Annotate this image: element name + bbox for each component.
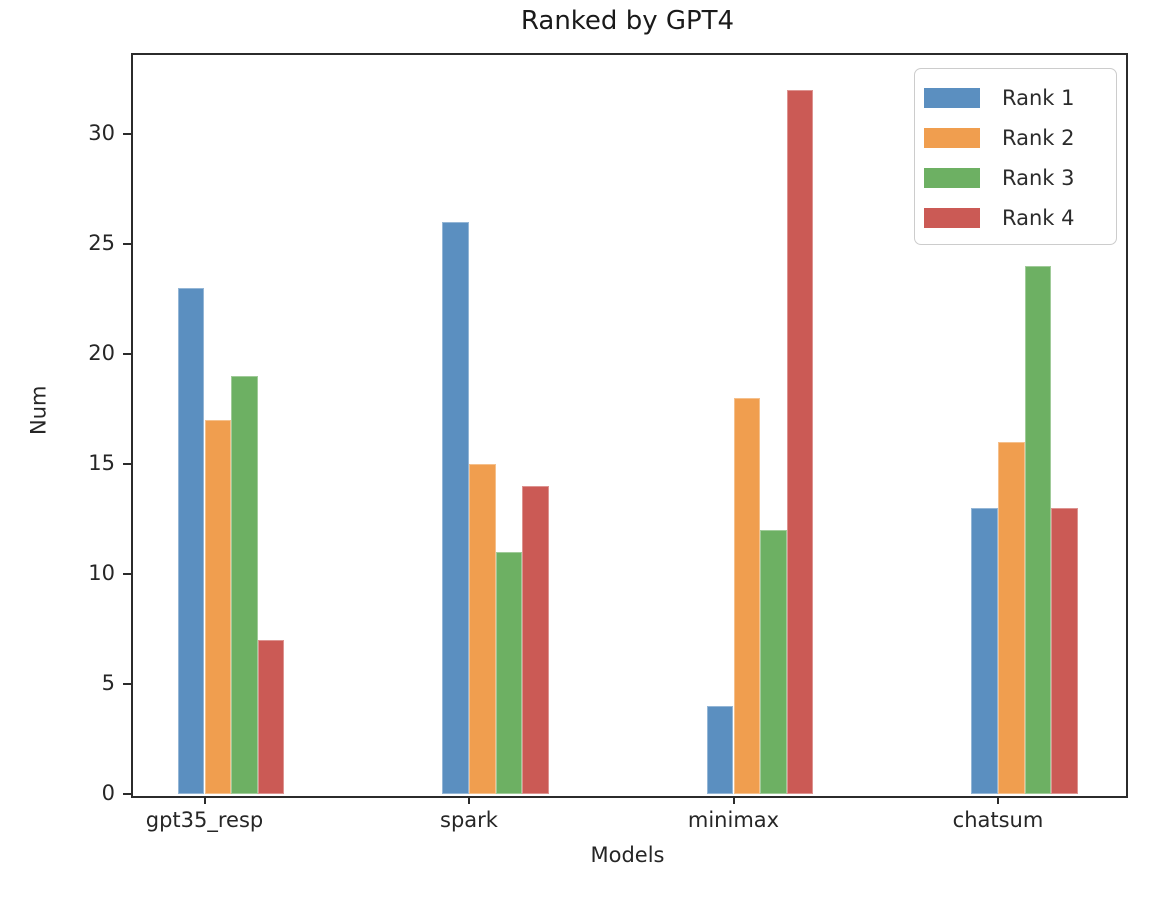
y-tick-mark: [123, 133, 131, 135]
x-tick-mark: [732, 796, 735, 804]
y-tick-label: 30: [88, 121, 115, 145]
legend-label: Rank 1: [1002, 86, 1075, 110]
bar-rank4-gpt35_resp: [257, 640, 285, 794]
y-tick-label: 20: [88, 341, 115, 365]
x-tick-mark: [997, 796, 999, 804]
y-tick-mark: [123, 683, 131, 685]
bar-rank3-gpt35_resp: [231, 376, 258, 794]
x-axis-label: Models: [590, 843, 665, 867]
bar-rank4-minimax: [786, 90, 814, 794]
bar-rank1-minimax: [706, 706, 734, 794]
bar-rank1-spark: [442, 222, 469, 794]
legend-item: Rank 2: [915, 118, 1116, 158]
x-tick-mark: [468, 796, 470, 804]
bar-rank3-chatsum: [1024, 266, 1052, 794]
legend-item: Rank 3: [915, 158, 1116, 198]
y-tick-mark: [123, 463, 131, 465]
y-tick-mark: [123, 243, 131, 245]
y-tick-mark: [123, 573, 131, 575]
bar-rank4-chatsum: [1051, 508, 1078, 794]
y-tick-label: 25: [88, 231, 115, 255]
y-tick-label: 10: [88, 561, 115, 585]
legend-label: Rank 3: [1002, 166, 1075, 190]
x-tick-label: chatsum: [952, 808, 1044, 832]
legend-label: Rank 4: [1002, 206, 1075, 230]
y-axis-label: Num: [26, 385, 51, 435]
y-tick-label: 15: [88, 451, 115, 475]
bar-rank3-spark: [495, 552, 523, 794]
x-tick-label: gpt35_resp: [145, 808, 264, 832]
legend-swatch-icon: [924, 168, 980, 188]
bar-rank2-minimax: [733, 398, 761, 794]
bar-rank1-chatsum: [971, 508, 998, 794]
legend-label: Rank 2: [1002, 126, 1075, 150]
x-tick-mark: [203, 796, 206, 804]
legend-item: Rank 4: [915, 198, 1116, 238]
legend-swatch-icon: [924, 128, 980, 148]
y-tick-label: 5: [101, 671, 115, 695]
legend-swatch-icon: [924, 88, 980, 108]
y-tick-mark: [123, 353, 131, 355]
x-tick-label: minimax: [687, 808, 780, 832]
bar-rank3-minimax: [760, 530, 787, 794]
bar-rank2-gpt35_resp: [204, 420, 232, 794]
legend-item: Rank 1: [915, 78, 1116, 118]
bar-rank2-chatsum: [998, 442, 1025, 794]
bar-rank2-spark: [469, 464, 496, 794]
x-tick-label: spark: [440, 808, 498, 832]
legend: Rank 1 Rank 2 Rank 3 Rank 4: [914, 68, 1117, 245]
y-tick-label: 0: [101, 781, 115, 805]
chart-title: Ranked by GPT4: [520, 6, 735, 36]
bar-rank1-gpt35_resp: [177, 288, 205, 794]
legend-swatch-icon: [924, 208, 980, 228]
bar-rank4-spark: [522, 486, 549, 794]
y-tick-mark: [123, 793, 131, 795]
